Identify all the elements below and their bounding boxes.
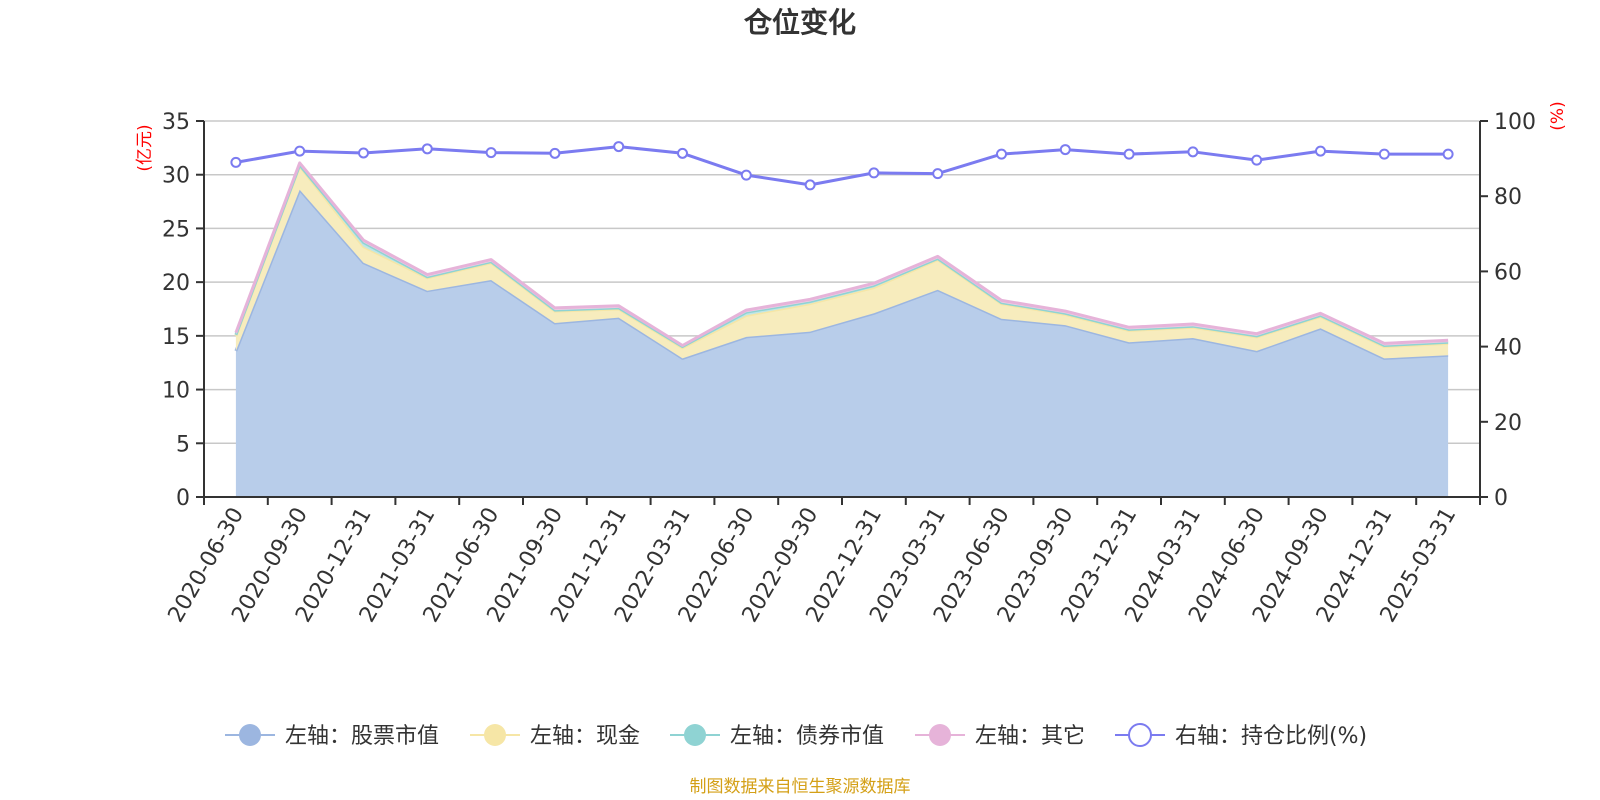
area-series-line-4	[234, 161, 1449, 347]
ratio-point	[804, 179, 816, 191]
legend-item-4[interactable]: 左轴：其它	[915, 724, 1085, 749]
legend-label: 右轴：持仓比例(%)	[1175, 724, 1367, 749]
ratio-point	[932, 168, 944, 180]
left-tick-label: 25	[162, 217, 190, 242]
ratio-point	[677, 147, 688, 159]
right-tick-label: 0	[1494, 486, 1508, 511]
ratio-line	[230, 141, 1454, 191]
legend[interactable]: 左轴：股票市值 左轴：现金 左轴：债券市值 左轴：其它 右轴：持仓比例(%)	[225, 723, 1367, 749]
ratio-point	[1315, 145, 1326, 157]
ratio-point	[1442, 148, 1454, 160]
chart-title: 仓位变化	[744, 6, 856, 39]
ratio-point	[485, 147, 497, 159]
legend-marker-icon	[684, 724, 706, 746]
ratio-point	[613, 141, 625, 153]
data-source-note: 制图数据来自恒生聚源数据库	[690, 777, 911, 797]
stacked-areas	[234, 161, 1449, 498]
legend-marker-icon	[484, 724, 506, 746]
right-tick-label: 60	[1494, 260, 1522, 285]
ratio-point	[868, 167, 880, 179]
legend-label: 左轴：股票市值	[285, 724, 439, 749]
left-axis-unit: (亿元)	[135, 124, 155, 171]
ratio-point	[1187, 146, 1199, 158]
left-tick-label: 0	[176, 486, 190, 511]
ratio-point	[740, 169, 752, 181]
left-tick-label: 10	[162, 379, 190, 404]
legend-item-3[interactable]: 左轴：债券市值	[670, 724, 884, 749]
right-tick-label: 40	[1494, 336, 1522, 361]
legend-label: 左轴：现金	[530, 724, 640, 749]
ratio-point	[996, 148, 1007, 160]
right-tick-label: 20	[1494, 411, 1522, 436]
ratio-point	[1378, 148, 1390, 160]
right-axis-unit: (%)	[1548, 101, 1568, 130]
legend-marker-icon	[1128, 723, 1152, 747]
legend-label: 左轴：债券市值	[730, 724, 884, 749]
ratio-point	[294, 145, 306, 157]
ratio-series-line	[235, 145, 1449, 187]
legend-marker-icon	[239, 724, 261, 746]
ratio-point	[1123, 148, 1135, 160]
area-series-1	[235, 189, 1449, 498]
area-series-2	[235, 166, 1449, 359]
legend-label: 左轴：其它	[975, 724, 1085, 749]
legend-item-1[interactable]: 左轴：股票市值	[225, 724, 439, 749]
ratio-point	[421, 143, 433, 155]
legend-item-2[interactable]: 左轴：现金	[470, 724, 640, 749]
ratio-point	[1059, 144, 1071, 156]
right-tick-label: 80	[1494, 185, 1522, 210]
left-tick-label: 20	[162, 271, 190, 296]
left-tick-label: 5	[176, 432, 190, 457]
ratio-point	[358, 147, 369, 159]
left-tick-label: 35	[162, 110, 190, 135]
left-tick-label: 30	[162, 164, 190, 189]
right-tick-label: 100	[1494, 110, 1536, 135]
ratio-point	[1251, 154, 1263, 166]
left-tick-label: 15	[162, 325, 190, 350]
legend-marker-icon	[929, 724, 951, 746]
legend-item-5[interactable]: 右轴：持仓比例(%)	[1115, 723, 1367, 749]
ratio-point	[230, 156, 242, 168]
ratio-point	[549, 147, 561, 159]
